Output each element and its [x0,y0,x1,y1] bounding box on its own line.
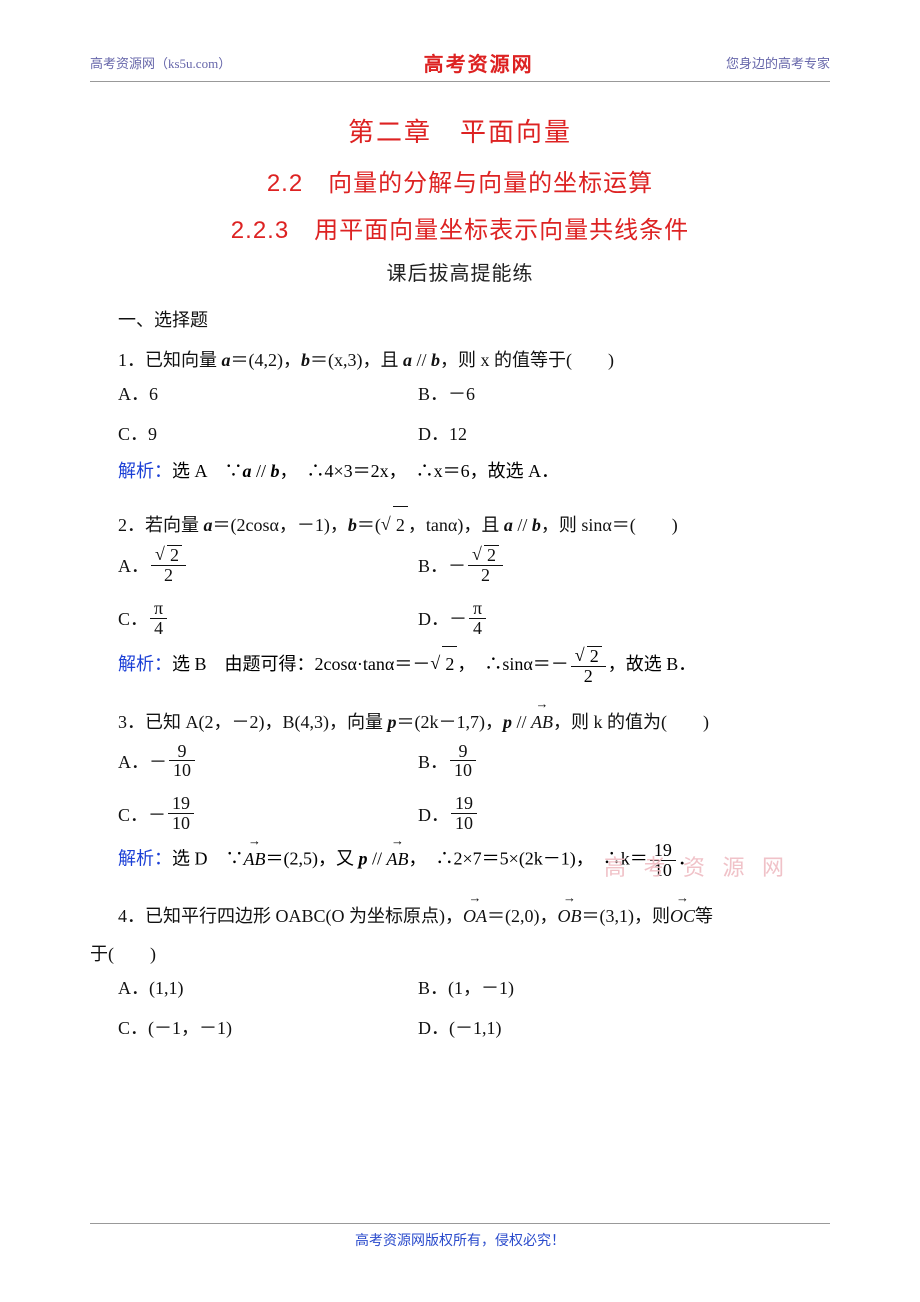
q4-A: A．(1,1) [118,974,418,1000]
q2-stem: 2．若向量 a＝(2cosα，－1)，b＝(2，tanα)，且 a // b，则… [118,506,830,543]
q3-D: D． 1910 [418,794,718,833]
q3-A: A．－ 910 [118,742,418,781]
q4-stem: 4．已知平行四边形 OABC(O 为坐标原点)，OA＝(2,0)，OB＝(3,1… [118,898,830,934]
q2-A-lbl: A． [118,552,149,578]
q4-C: C．(－1，－1) [118,1014,418,1040]
q2-b-post: ，tanα)，且 [408,515,504,535]
q2-D-lbl: D． [418,605,449,631]
q2-C: C． π4 [118,599,418,638]
q3-par: // [512,712,531,732]
q3-C: C．－ 1910 [118,794,418,833]
q2-a: ＝(2cosα，－1)， [213,515,348,535]
q1-stem: 1．已知向量 a＝(4,2)，b＝(x,3)，且 a // b，则 x 的值等于… [118,342,830,378]
chapter-title: 第二章 平面向量 [90,112,830,149]
q2-sol-label: 解析： [118,654,172,674]
q1-pre: 1．已知向量 [118,350,222,370]
q1-solution: 解析：选 A ∵a // b， ∴4×3＝2x， ∴x＝6，故选 A． [118,454,830,488]
q2-sol-ans: 选 B 由题可得：2cosα·tanα＝－ [172,654,430,674]
q3-sol-label: 解析： [118,849,172,869]
q2-D: D．－ π4 [418,599,718,638]
q3-ab: ＝(2,5)，又 [266,849,359,869]
q3-p: ＝(2k－1,7)， [396,712,503,732]
q1-A: A．6 [118,380,418,406]
q4-B: B．(1，－1) [418,974,718,1000]
header-center: 高考资源网 [424,48,534,77]
q2-B: B．－ 22 [418,545,718,585]
q2-A: A． 22 [118,545,418,585]
q4-options: A．(1,1) B．(1，－1) C．(－1，－1) D．(－1,1) [118,974,830,1040]
q4-D: D．(－1,1) [418,1014,718,1040]
page-footer: 高考资源网版权所有，侵权必究！ [90,1223,830,1250]
page-header: 高考资源网（ks5u.com） 高考资源网 您身边的高考专家 [90,48,830,82]
header-right: 您身边的高考专家 [726,53,830,72]
q3-sol-pre: 选 D ∵ [172,849,244,869]
q2-options: A． 22 B．－ 22 C． π4 D．－ π4 [118,545,830,638]
q1-C: C．9 [118,420,418,446]
q2-solution: 解析：选 B 由题可得：2cosα·tanα＝－2， ∴sinα＝－22，故选 … [118,646,830,686]
q2-post: ，则 sinα＝( ) [541,515,678,535]
q2-b-pre: ＝( [357,515,381,535]
q1-sol-body: ， ∴4×3＝2x， ∴x＝6，故选 A． [280,461,560,481]
q3-B: B． 910 [418,742,718,781]
section-title: 2.2 向量的分解与向量的坐标运算 [90,163,830,198]
subtitle: 课后拔高提能练 [90,257,830,286]
q2-sqrt: 2 [393,506,408,543]
q1-D: D．12 [418,420,718,446]
q4-oa: ＝(2,0)， [487,906,558,926]
q1-post: ，则 x 的值等于( ) [440,350,614,370]
q1-sol-ans: 选 A ∵ [172,461,243,481]
q4-stem-2: 于( ) [90,936,830,972]
q2-C-lbl: C． [118,605,148,631]
q1-sol-mid: // [252,461,271,481]
q4-ocpost: 等 [695,906,713,926]
q3-pre: 3．已知 A(2，－2)，B(4,3)，向量 [118,712,387,732]
q3-sol-body: ， ∴2×7＝5×(2k－1)， ∴k＝ [409,849,648,869]
q2-sol-mid: ， ∴sinα＝－ [457,654,568,674]
header-left: 高考资源网（ks5u.com） [90,53,231,72]
q2-pre: 2．若向量 [118,515,204,535]
q3-options: A．－ 910 B． 910 C．－ 1910 D． 1910 [118,742,830,834]
q1-b: ＝(x,3)，且 [310,350,403,370]
q1-sol-label: 解析： [118,461,172,481]
section-head: 一、选择题 [118,306,830,332]
q1-a: ＝(4,2)， [231,350,302,370]
q3-solution: 解析：选 D ∵AB＝(2,5)，又 p // AB， ∴2×7＝5×(2k－1… [118,841,830,880]
q2-sol-post: ，故选 B． [608,654,697,674]
q3-sol-mid: // [368,849,387,869]
q2-B-lbl: B． [418,552,448,578]
q1-B: B．－6 [418,380,718,406]
q3-post: ，则 k 的值为( ) [553,712,709,732]
q2-par: // [513,515,532,535]
subsection-title: 2.2.3 用平面向量坐标表示向量共线条件 [90,210,830,245]
q4-ob: ＝(3,1)，则 [582,906,671,926]
q1-options: A．6 B．－6 C．9 D．12 [118,380,830,446]
q1-par: // [412,350,431,370]
q4-pre: 4．已知平行四边形 OABC(O 为坐标原点)， [118,906,463,926]
q3-stem: 3．已知 A(2，－2)，B(4,3)，向量 p＝(2k－1,7)，p // A… [118,704,830,740]
